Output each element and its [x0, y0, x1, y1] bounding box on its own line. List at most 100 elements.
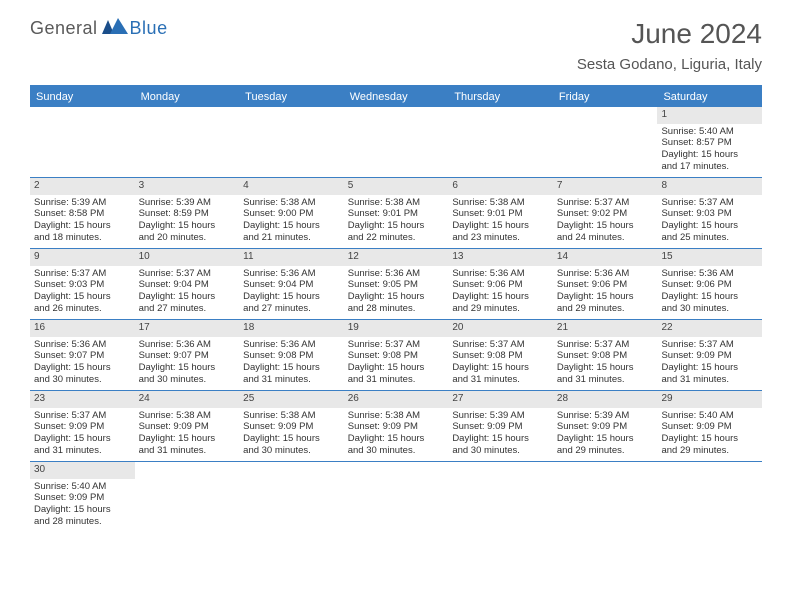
day-number: 1: [657, 107, 762, 124]
daylight-text: and 26 minutes.: [34, 303, 131, 315]
sunrise-text: Sunrise: 5:37 AM: [452, 339, 549, 351]
day-number: 6: [448, 178, 553, 195]
week-row: 2Sunrise: 5:39 AMSunset: 8:58 PMDaylight…: [30, 178, 762, 249]
day-body: Sunrise: 5:37 AMSunset: 9:08 PMDaylight:…: [344, 337, 449, 391]
sunrise-text: Sunrise: 5:38 AM: [139, 410, 236, 422]
daylight-text: and 27 minutes.: [243, 303, 340, 315]
daylight-text: Daylight: 15 hours: [243, 291, 340, 303]
day-number: 3: [135, 178, 240, 195]
daylight-text: Daylight: 15 hours: [661, 433, 758, 445]
daylight-text: and 29 minutes.: [452, 303, 549, 315]
day-number: 8: [657, 178, 762, 195]
daylight-text: Daylight: 15 hours: [557, 362, 654, 374]
sunrise-text: Sunrise: 5:38 AM: [452, 197, 549, 209]
day-cell: 8Sunrise: 5:37 AMSunset: 9:03 PMDaylight…: [657, 178, 762, 248]
day-number: 13: [448, 249, 553, 266]
day-body: Sunrise: 5:39 AMSunset: 8:58 PMDaylight:…: [30, 195, 135, 249]
day-body: Sunrise: 5:37 AMSunset: 9:04 PMDaylight:…: [135, 266, 240, 320]
day-cell: 21 Sunrise: 5:37 AMSunset: 9:08 PMDayligh…: [553, 320, 658, 390]
sunrise-text: Sunrise: 5:36 AM: [243, 268, 340, 280]
sunrise-text: Sunrise: 5:39 AM: [139, 197, 236, 209]
daylight-text: Daylight: 15 hours: [243, 220, 340, 232]
day-body: Sunrise: 5:38 AMSunset: 9:01 PMDaylight:…: [344, 195, 449, 249]
day-cell: 18Sunrise: 5:36 AMSunset: 9:08 PMDayligh…: [239, 320, 344, 390]
day-header-thu: Thursday: [448, 87, 553, 107]
sunset-text: Sunset: 9:03 PM: [34, 279, 131, 291]
day-number: 10: [135, 249, 240, 266]
day-number: 11: [239, 249, 344, 266]
sunrise-text: Sunrise: 5:38 AM: [348, 197, 445, 209]
day-cell: 12Sunrise: 5:36 AMSunset: 9:05 PMDayligh…: [344, 249, 449, 319]
sunrise-text: Sunrise: 5:38 AM: [243, 410, 340, 422]
logo-text-blue: Blue: [130, 18, 168, 39]
sunset-text: Sunset: 9:09 PM: [348, 421, 445, 433]
day-number: 20: [448, 320, 553, 337]
day-number: 14: [553, 249, 658, 266]
sunset-text: Sunset: 8:57 PM: [661, 137, 758, 149]
sunset-text: Sunset: 9:08 PM: [348, 350, 445, 362]
sunrise-text: Sunrise: 5:36 AM: [452, 268, 549, 280]
daylight-text: and 30 minutes.: [243, 445, 340, 457]
day-number: 18: [239, 320, 344, 337]
day-body: Sunrise: 5:40 AMSunset: 9:09 PMDaylight:…: [30, 479, 135, 533]
daylight-text: and 31 minutes.: [452, 374, 549, 386]
page-title: June 2024: [577, 18, 762, 50]
daylight-text: and 30 minutes.: [34, 374, 131, 386]
sunrise-text: Sunrise: 5:37 AM: [34, 410, 131, 422]
day-cell: [448, 462, 553, 532]
sunrise-text: Sunrise: 5:39 AM: [34, 197, 131, 209]
day-number: 7: [553, 178, 658, 195]
daylight-text: Daylight: 15 hours: [557, 220, 654, 232]
daylight-text: Daylight: 15 hours: [348, 433, 445, 445]
day-cell: 26Sunrise: 5:38 AMSunset: 9:09 PMDayligh…: [344, 391, 449, 461]
day-cell: 6Sunrise: 5:38 AMSunset: 9:01 PMDaylight…: [448, 178, 553, 248]
day-cell: [344, 462, 449, 532]
sunrise-text: Sunrise: 5:36 AM: [557, 268, 654, 280]
day-cell: 10Sunrise: 5:37 AMSunset: 9:04 PMDayligh…: [135, 249, 240, 319]
sunrise-text: Sunrise: 5:39 AM: [452, 410, 549, 422]
day-cell: [344, 107, 449, 177]
sunset-text: Sunset: 9:06 PM: [661, 279, 758, 291]
daylight-text: Daylight: 15 hours: [557, 291, 654, 303]
sunset-text: Sunset: 9:09 PM: [452, 421, 549, 433]
day-body: Sunrise: 5:36 AMSunset: 9:06 PMDaylight:…: [553, 266, 658, 320]
day-body: Sunrise: 5:37 AMSunset: 9:03 PMDaylight:…: [30, 266, 135, 320]
day-cell: [553, 107, 658, 177]
day-body: Sunrise: 5:39 AMSunset: 9:09 PMDaylight:…: [553, 408, 658, 462]
day-header-row: Sunday Monday Tuesday Wednesday Thursday…: [30, 87, 762, 107]
sunrise-text: Sunrise: 5:37 AM: [557, 339, 654, 351]
day-cell: 3Sunrise: 5:39 AMSunset: 8:59 PMDaylight…: [135, 178, 240, 248]
daylight-text: Daylight: 15 hours: [661, 362, 758, 374]
sunset-text: Sunset: 9:07 PM: [34, 350, 131, 362]
daylight-text: and 30 minutes.: [348, 445, 445, 457]
daylight-text: and 31 minutes.: [661, 374, 758, 386]
daylight-text: Daylight: 15 hours: [452, 433, 549, 445]
title-block: June 2024 Sesta Godano, Liguria, Italy: [577, 18, 762, 73]
daylight-text: and 30 minutes.: [661, 303, 758, 315]
sunrise-text: Sunrise: 5:37 AM: [139, 268, 236, 280]
day-number: 15: [657, 249, 762, 266]
daylight-text: Daylight: 15 hours: [139, 433, 236, 445]
day-number: 21: [553, 320, 658, 337]
day-cell: 14Sunrise: 5:36 AMSunset: 9:06 PMDayligh…: [553, 249, 658, 319]
day-body: Sunrise: 5:38 AMSunset: 9:09 PMDaylight:…: [344, 408, 449, 462]
day-cell: 15Sunrise: 5:36 AMSunset: 9:06 PMDayligh…: [657, 249, 762, 319]
logo: General Blue: [30, 18, 168, 39]
day-body: Sunrise: 5:38 AMSunset: 9:09 PMDaylight:…: [239, 408, 344, 462]
sunrise-text: Sunrise: 5:36 AM: [139, 339, 236, 351]
daylight-text: Daylight: 15 hours: [34, 504, 131, 516]
day-cell: [657, 462, 762, 532]
daylight-text: and 27 minutes.: [139, 303, 236, 315]
sunrise-text: Sunrise: 5:38 AM: [348, 410, 445, 422]
day-cell: [239, 107, 344, 177]
sunrise-text: Sunrise: 5:37 AM: [34, 268, 131, 280]
day-cell: 2Sunrise: 5:39 AMSunset: 8:58 PMDaylight…: [30, 178, 135, 248]
sunset-text: Sunset: 9:08 PM: [557, 350, 654, 362]
day-header-sat: Saturday: [657, 87, 762, 107]
day-header-mon: Monday: [135, 87, 240, 107]
sunset-text: Sunset: 8:58 PM: [34, 208, 131, 220]
daylight-text: Daylight: 15 hours: [34, 362, 131, 374]
day-body: Sunrise: 5:36 AMSunset: 9:07 PMDaylight:…: [135, 337, 240, 391]
sunset-text: Sunset: 9:07 PM: [139, 350, 236, 362]
daylight-text: and 23 minutes.: [452, 232, 549, 244]
